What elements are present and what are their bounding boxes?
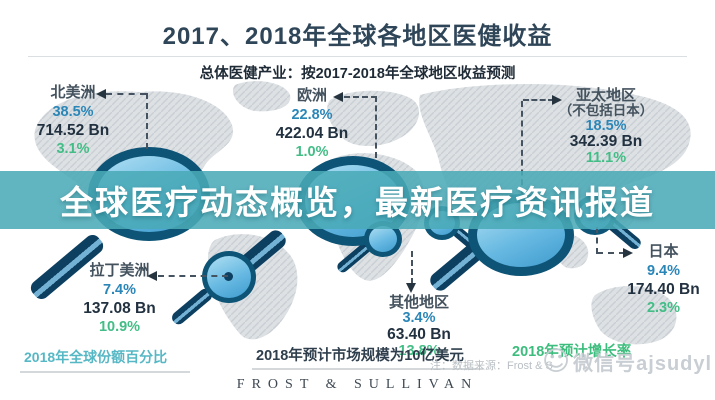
region-subname: （不包括日本） bbox=[558, 103, 654, 119]
arrow-right-icon bbox=[552, 95, 562, 105]
title-divider bbox=[28, 56, 687, 57]
legend-share-label: 2018年全球份额百分比 bbox=[24, 349, 168, 365]
growth-percent: 2.3% bbox=[646, 300, 681, 317]
region-japan: 日本 9.4% 174.40 Bn 2.3% bbox=[616, 243, 711, 317]
legend-growth-label: 2018年预计增长率 bbox=[512, 344, 632, 360]
dashed-connector bbox=[597, 252, 625, 254]
region-asia-pacific: 亚太地区 （不包括日本） 18.5% 342.39 Bn 11.1% bbox=[531, 87, 681, 167]
dashed-connector bbox=[375, 96, 377, 158]
region-europe: 欧洲 22.8% 422.04 Bn 1.0% bbox=[252, 87, 372, 161]
share-percent: 3.4% bbox=[402, 310, 436, 327]
legend-divider bbox=[20, 371, 190, 373]
share-percent: 38.5% bbox=[52, 103, 94, 120]
region-latin-america: 拉丁美洲 7.4% 137.08 Bn 10.9% bbox=[57, 262, 182, 336]
region-other: 其他地区 3.4% 63.40 Bn 13.8% bbox=[369, 294, 469, 359]
revenue-value: 174.40 Bn bbox=[627, 280, 700, 298]
page-title: 2017、2018年全球各地区医健收益 bbox=[162, 23, 553, 50]
share-percent: 18.5% bbox=[585, 117, 627, 134]
revenue-value: 137.08 Bn bbox=[83, 299, 156, 317]
dashed-connector bbox=[158, 275, 228, 277]
brand-logo-text: FROST & SULLIVAN bbox=[236, 377, 479, 392]
region-name: 亚太地区 bbox=[575, 87, 636, 104]
region-name: 拉丁美洲 bbox=[89, 262, 150, 279]
growth-percent: 3.1% bbox=[56, 141, 90, 158]
arrow-left-icon bbox=[96, 89, 106, 99]
overlay-banner: 全球医疗动态概览，最新医疗资讯报道 bbox=[0, 171, 715, 229]
growth-percent: 11.1% bbox=[585, 150, 627, 167]
dashed-connector bbox=[411, 251, 413, 284]
page-subtitle: 总体医健产业：按2017-2018年全球地区收益预测 bbox=[199, 66, 516, 82]
lens-center-dot bbox=[224, 272, 233, 281]
revenue-value: 714.52 Bn bbox=[36, 121, 110, 139]
region-north-america: 北美洲 38.5% 714.52 Bn 3.1% bbox=[8, 84, 138, 158]
growth-percent: 1.0% bbox=[295, 144, 329, 161]
dashed-connector bbox=[521, 101, 523, 195]
growth-percent: 10.9% bbox=[98, 319, 141, 336]
arrow-left-icon bbox=[147, 271, 157, 281]
watermark-text: 微信号ajsudyl bbox=[573, 353, 713, 375]
dashed-connector bbox=[106, 93, 146, 95]
revenue-value: 422.04 Bn bbox=[275, 124, 349, 142]
arrow-down-icon bbox=[406, 283, 416, 293]
legend-divider bbox=[252, 368, 483, 370]
region-name: 其他地区 bbox=[388, 294, 449, 311]
smiley-icon: ☺ bbox=[542, 346, 571, 377]
share-percent: 7.4% bbox=[102, 281, 137, 298]
dashed-connector bbox=[523, 99, 554, 101]
revenue-value: 63.40 Bn bbox=[387, 325, 451, 343]
region-name: 欧洲 bbox=[296, 87, 327, 104]
dashed-connector bbox=[146, 93, 148, 149]
watermark: ☺ 微信号ajsudyl bbox=[542, 347, 712, 376]
source-note: 注：数据来源：Frost & S bbox=[430, 360, 553, 372]
arrow-left-icon bbox=[333, 92, 343, 102]
dashed-connector bbox=[344, 96, 377, 98]
share-percent: 22.8% bbox=[291, 106, 333, 123]
dashed-connector bbox=[596, 227, 598, 254]
revenue-value: 342.39 Bn bbox=[569, 133, 643, 151]
arrow-right-icon bbox=[623, 248, 633, 258]
region-name: 日本 bbox=[648, 243, 679, 260]
region-name: 北美洲 bbox=[50, 84, 96, 101]
share-percent: 9.4% bbox=[646, 262, 681, 279]
legend-market-label: 2018年预计市场规模为10亿美元 bbox=[256, 348, 464, 364]
banner-headline: 全球医疗动态概览，最新医疗资讯报道 bbox=[60, 184, 655, 221]
growth-percent: 13.8% bbox=[398, 342, 440, 359]
